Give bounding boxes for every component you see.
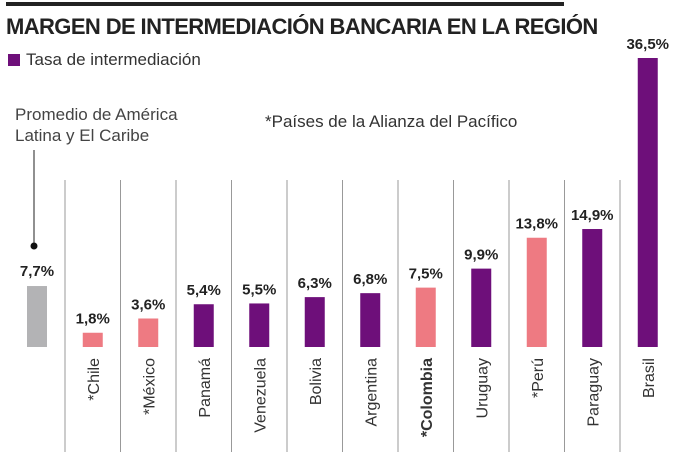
average-pointer-dot (30, 242, 38, 250)
average-caption-line2: Latina y El Caribe (15, 126, 150, 145)
bar-value-label: 1,8% (76, 311, 110, 328)
bar-value-label: 36,5% (626, 36, 669, 53)
category-label: Uruguay (474, 358, 491, 418)
title-rule (6, 2, 564, 6)
bar (360, 293, 381, 347)
bar (526, 237, 547, 347)
average-bar (27, 286, 47, 347)
legend: Tasa de intermediación (8, 50, 201, 70)
bar (582, 229, 603, 347)
category-label: Brasil (641, 358, 658, 398)
legend-label: Tasa de intermediación (26, 50, 201, 69)
bar-value-label: 6,8% (353, 271, 387, 288)
pacific-alliance-note: *Países de la Alianza del Pacífico (265, 112, 518, 131)
bar-value-label: 9,9% (464, 247, 498, 264)
bar-value-label: 14,9% (571, 207, 614, 224)
chart-title: MARGEN DE INTERMEDIACIÓN BANCARIA EN LA … (6, 14, 598, 39)
category-label: *Perú (530, 358, 547, 398)
bar (637, 58, 658, 347)
category-label: Venezuela (252, 358, 269, 433)
legend-swatch (8, 54, 20, 66)
bar (138, 318, 159, 347)
average-caption: Promedio de América Latina y El Caribe (15, 104, 178, 146)
category-label: Panamá (197, 358, 214, 418)
category-label: *Colombia (419, 358, 436, 437)
bar-value-label: 3,6% (131, 296, 165, 313)
bar-value-label: 5,4% (187, 282, 221, 299)
category-label: Paraguay (585, 358, 602, 427)
bar-value-label: 5,5% (242, 281, 276, 298)
average-value-label: 7,7% (20, 263, 54, 280)
bar (82, 332, 103, 347)
average-caption-line1: Promedio de América (15, 105, 178, 124)
bar-value-label: 7,5% (409, 266, 443, 283)
bar (193, 304, 214, 347)
bar-value-label: 13,8% (515, 216, 558, 233)
bar-value-label: 6,3% (298, 275, 332, 292)
category-label: Argentina (363, 358, 380, 427)
bar (471, 268, 492, 347)
bar (415, 287, 436, 347)
category-label: *Chile (86, 358, 103, 401)
category-label: Bolivia (308, 358, 325, 405)
bar (304, 297, 325, 347)
bar (249, 303, 270, 347)
category-label: *México (141, 358, 158, 415)
